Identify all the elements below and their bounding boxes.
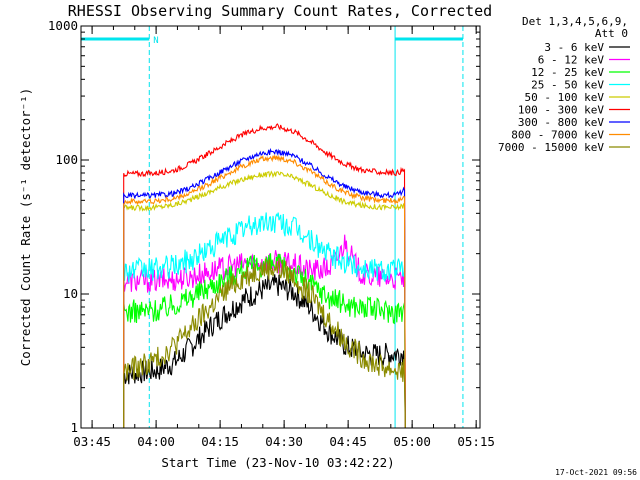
series-line-3 (123, 212, 406, 429)
series-line-6 (123, 147, 406, 429)
x-tick-label-0: 03:45 (73, 434, 111, 449)
x-tick-label-5: 05:00 (393, 434, 431, 449)
series-line-4 (123, 170, 406, 429)
x-tick-label-2: 04:15 (201, 434, 239, 449)
legend-label-4: 50 - 100 keV (525, 91, 605, 104)
legend-label-0: 3 - 6 keV (544, 41, 604, 54)
flag-label-n: N (153, 36, 158, 46)
legend-header-detectors: Det 1,3,4,5,6,9, (522, 15, 628, 28)
x-axis: 03:45 04:00 04:15 04:30 04:45 05:00 05:15 (73, 26, 495, 449)
series-line-7 (123, 153, 406, 429)
x-tick-label-6: 05:15 (457, 434, 495, 449)
legend-header-attenuator: Att 0 (595, 27, 628, 40)
series-line-8 (123, 257, 406, 429)
plot-frame (80, 25, 481, 429)
x-tick-label-1: 04:00 (137, 434, 175, 449)
legend-label-6: 300 - 800 keV (518, 116, 604, 129)
series-line-5 (123, 123, 406, 429)
x-tick-label-3: 04:30 (265, 434, 303, 449)
plot-area: N (80, 26, 464, 429)
legend-label-5: 100 - 300 keV (518, 104, 604, 117)
y-tick-label-3: 1000 (48, 18, 78, 33)
x-axis-label: Start Time (23-Nov-10 03:42:22) (161, 455, 394, 470)
legend-label-8: 7000 - 15000 keV (498, 141, 604, 154)
chart-title: RHESSI Observing Summary Count Rates, Co… (68, 2, 492, 20)
y-axis-label: Corrected Count Rate (s⁻¹ detector⁻¹) (18, 88, 33, 366)
legend-label-2: 12 - 25 keV (531, 66, 604, 79)
y-tick-label-2: 100 (55, 152, 78, 167)
legend-label-1: 6 - 12 keV (538, 54, 605, 67)
timestamp-footer: 17-Oct-2021 09:56 (555, 468, 637, 477)
y-tick-label-0: 1 (70, 420, 78, 435)
y-axis: 1 10 100 1000 (48, 18, 480, 435)
legend-label-7: 800 - 7000 keV (511, 129, 604, 142)
y-tick-label-1: 10 (63, 286, 78, 301)
legend-label-3: 25 - 50 keV (531, 79, 604, 92)
x-tick-label-4: 04:45 (329, 434, 367, 449)
